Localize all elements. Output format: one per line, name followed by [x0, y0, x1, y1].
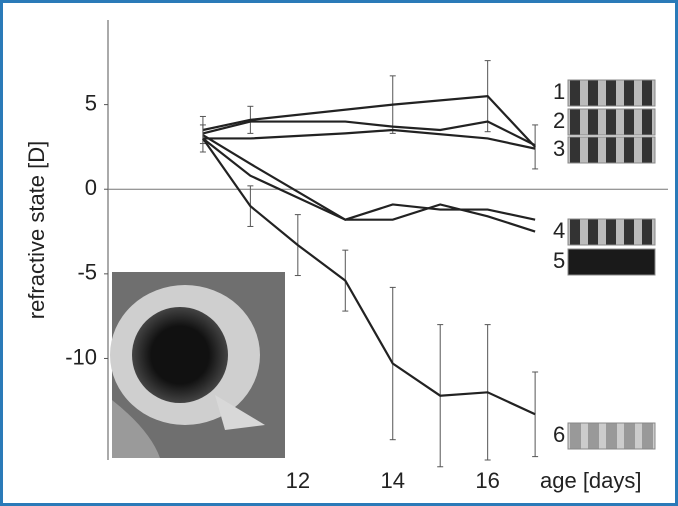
x-tick-label: 12 — [286, 468, 310, 493]
legend-grating — [567, 422, 656, 450]
data-line — [202, 137, 536, 233]
data-line — [202, 120, 536, 147]
legend-label: 4 — [553, 218, 565, 243]
legend-grating — [567, 79, 656, 107]
legend-label: 6 — [553, 422, 565, 447]
legend-label: 2 — [553, 108, 565, 133]
y-tick-label: -10 — [65, 344, 97, 369]
legend-label: 5 — [553, 248, 565, 273]
legend-label: 3 — [553, 136, 565, 161]
legend-grating — [567, 136, 656, 164]
photo-inset — [110, 272, 285, 458]
data-line — [202, 134, 536, 221]
legend-grating — [567, 108, 656, 136]
data-line — [202, 128, 536, 150]
y-tick-label: 0 — [85, 175, 97, 200]
legend-grating — [567, 218, 656, 246]
x-tick-label: 16 — [475, 468, 499, 493]
y-tick-label: 5 — [85, 90, 97, 115]
x-tick-label: 14 — [381, 468, 405, 493]
legend-label: 1 — [553, 79, 565, 104]
data-line — [202, 137, 536, 416]
data-line — [202, 95, 536, 148]
y-axis-label: refractive state [D] — [24, 141, 49, 320]
legend-grating — [567, 248, 656, 276]
y-tick-label: -5 — [77, 260, 97, 285]
x-axis-label: age [days] — [540, 468, 642, 493]
